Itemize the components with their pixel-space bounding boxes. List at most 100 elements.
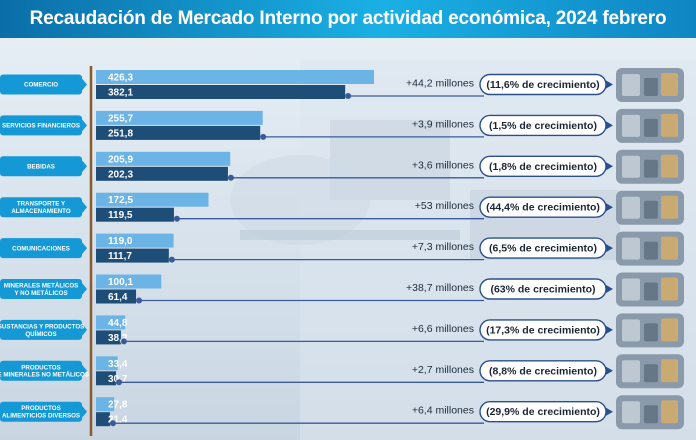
bar-previous-label: 382,1 xyxy=(108,88,133,99)
difference-label: +38,7 millones xyxy=(406,282,474,294)
difference-label: +6,4 millones xyxy=(412,405,474,417)
bar-previous xyxy=(96,330,121,345)
bar-previous-label: 202,3 xyxy=(108,169,133,180)
photo-detail xyxy=(622,319,640,342)
photo-detail xyxy=(644,78,658,96)
category-pill xyxy=(0,74,82,95)
bar-previous xyxy=(96,85,346,99)
bar-current xyxy=(96,315,126,330)
bar-current-label: 119,0 xyxy=(108,236,133,247)
bar-previous xyxy=(96,289,137,304)
bar-previous xyxy=(96,412,110,427)
photo-detail xyxy=(644,118,658,137)
category-pill-arrow xyxy=(82,405,87,418)
category-label: MINERALES METÁLICOS xyxy=(4,283,79,290)
bar-current xyxy=(96,110,263,125)
photo-detail xyxy=(644,200,658,219)
bar-current xyxy=(96,233,174,248)
bar-current-label: 27,8 xyxy=(108,400,128,411)
category-pill-arrow xyxy=(82,78,87,91)
bar-current-label: 205,9 xyxy=(108,154,133,165)
category-pill-arrow xyxy=(82,242,87,255)
category-pill-arrow xyxy=(82,283,87,295)
growth-arrow xyxy=(606,325,613,334)
photo-detail xyxy=(622,196,640,219)
photo-detail xyxy=(661,236,678,260)
growth-label: (1,5% de crecimiento) xyxy=(489,120,597,132)
difference-label: +6,6 millones xyxy=(412,323,474,335)
bar-previous-label: 111,7 xyxy=(108,251,132,262)
photo-detail xyxy=(622,360,640,383)
category-pill-arrow xyxy=(82,160,87,173)
photo-detail xyxy=(661,154,678,178)
category-pill xyxy=(0,115,82,136)
growth-arrow xyxy=(606,203,613,212)
growth-arrow xyxy=(606,366,613,375)
photo-detail xyxy=(644,282,658,301)
category-label: COMERCIO xyxy=(24,82,58,89)
category-label: Y NO METÁLICOS xyxy=(14,290,67,297)
category-label: SUSTANCIAS Y PRODUCTOS xyxy=(0,323,84,330)
category-label: DE MINERALES NO METÁLICOS xyxy=(0,372,89,379)
bar-current xyxy=(96,70,374,84)
category-label: TRANSPORTE Y xyxy=(17,201,66,208)
bar-previous xyxy=(96,166,228,181)
category-label: PRODUCTOS xyxy=(21,405,60,412)
growth-arrow xyxy=(606,407,613,416)
bar-current-label: 426,3 xyxy=(108,73,133,84)
header-banner: Recaudación de Mercado Interno por activ… xyxy=(0,0,696,38)
category-pill xyxy=(0,279,82,299)
photo-detail xyxy=(661,277,678,301)
category-pill xyxy=(0,360,82,381)
growth-label: (44,4% de crecimiento) xyxy=(486,202,600,214)
growth-label: (1,8% de crecimiento) xyxy=(489,161,597,173)
category-pill-arrow xyxy=(82,364,87,377)
category-label: COMUNICACIONES xyxy=(12,245,70,252)
photo-detail xyxy=(622,114,640,137)
bar-current xyxy=(96,397,115,412)
category-label: ALIMENTICIOS DIVERSOS xyxy=(2,413,80,420)
difference-label: +2,7 millones xyxy=(412,364,474,376)
category-pill-arrow xyxy=(82,119,87,132)
photo-detail xyxy=(622,74,640,96)
category-label: BEBIDAS xyxy=(27,164,55,171)
photo-detail xyxy=(661,318,678,342)
bar-previous xyxy=(96,371,117,386)
bar-current xyxy=(96,192,209,207)
bar-previous-label: 61,4 xyxy=(108,292,128,303)
photo-detail xyxy=(661,73,678,96)
difference-label: +3,9 millones xyxy=(412,118,474,130)
growth-label: (11,6% de crecimiento) xyxy=(486,79,599,91)
bar-previous xyxy=(96,125,261,140)
photo-detail xyxy=(622,155,640,178)
bar-current-label: 100,1 xyxy=(108,277,133,288)
bar-previous-label: 21,4 xyxy=(108,415,128,426)
photo-detail xyxy=(622,401,640,424)
photo-detail xyxy=(661,113,678,137)
bar-current-label: 172,5 xyxy=(108,195,133,206)
bar-current xyxy=(96,151,231,166)
bar-previous xyxy=(96,248,169,263)
bar-current-label: 44,8 xyxy=(108,318,128,329)
category-label: PRODUCTOS xyxy=(21,364,60,371)
difference-label: +3,6 millones xyxy=(412,159,474,171)
growth-label: (17,3% de crecimiento) xyxy=(486,324,600,336)
photo-detail xyxy=(661,400,678,424)
bar-previous-label: 251,8 xyxy=(108,128,133,139)
growth-arrow xyxy=(606,162,613,171)
photo-detail xyxy=(644,241,658,260)
photo-detail xyxy=(622,278,640,301)
category-label: SERVICIOS FINANCIEROS xyxy=(2,123,80,130)
difference-label: +7,3 millones xyxy=(412,241,474,253)
category-pill xyxy=(0,238,82,259)
difference-label: +44,2 millones xyxy=(406,78,474,90)
growth-label: (29,9% de crecimiento) xyxy=(486,406,600,418)
photo-detail xyxy=(661,359,678,383)
photo-detail xyxy=(622,237,640,260)
category-label: QUÍMICOS xyxy=(25,330,56,338)
bar-current xyxy=(96,356,118,371)
bar-previous-label: 119,5 xyxy=(108,210,133,221)
category-pill-arrow xyxy=(82,201,87,214)
bar-current-label: 33,4 xyxy=(108,359,128,370)
